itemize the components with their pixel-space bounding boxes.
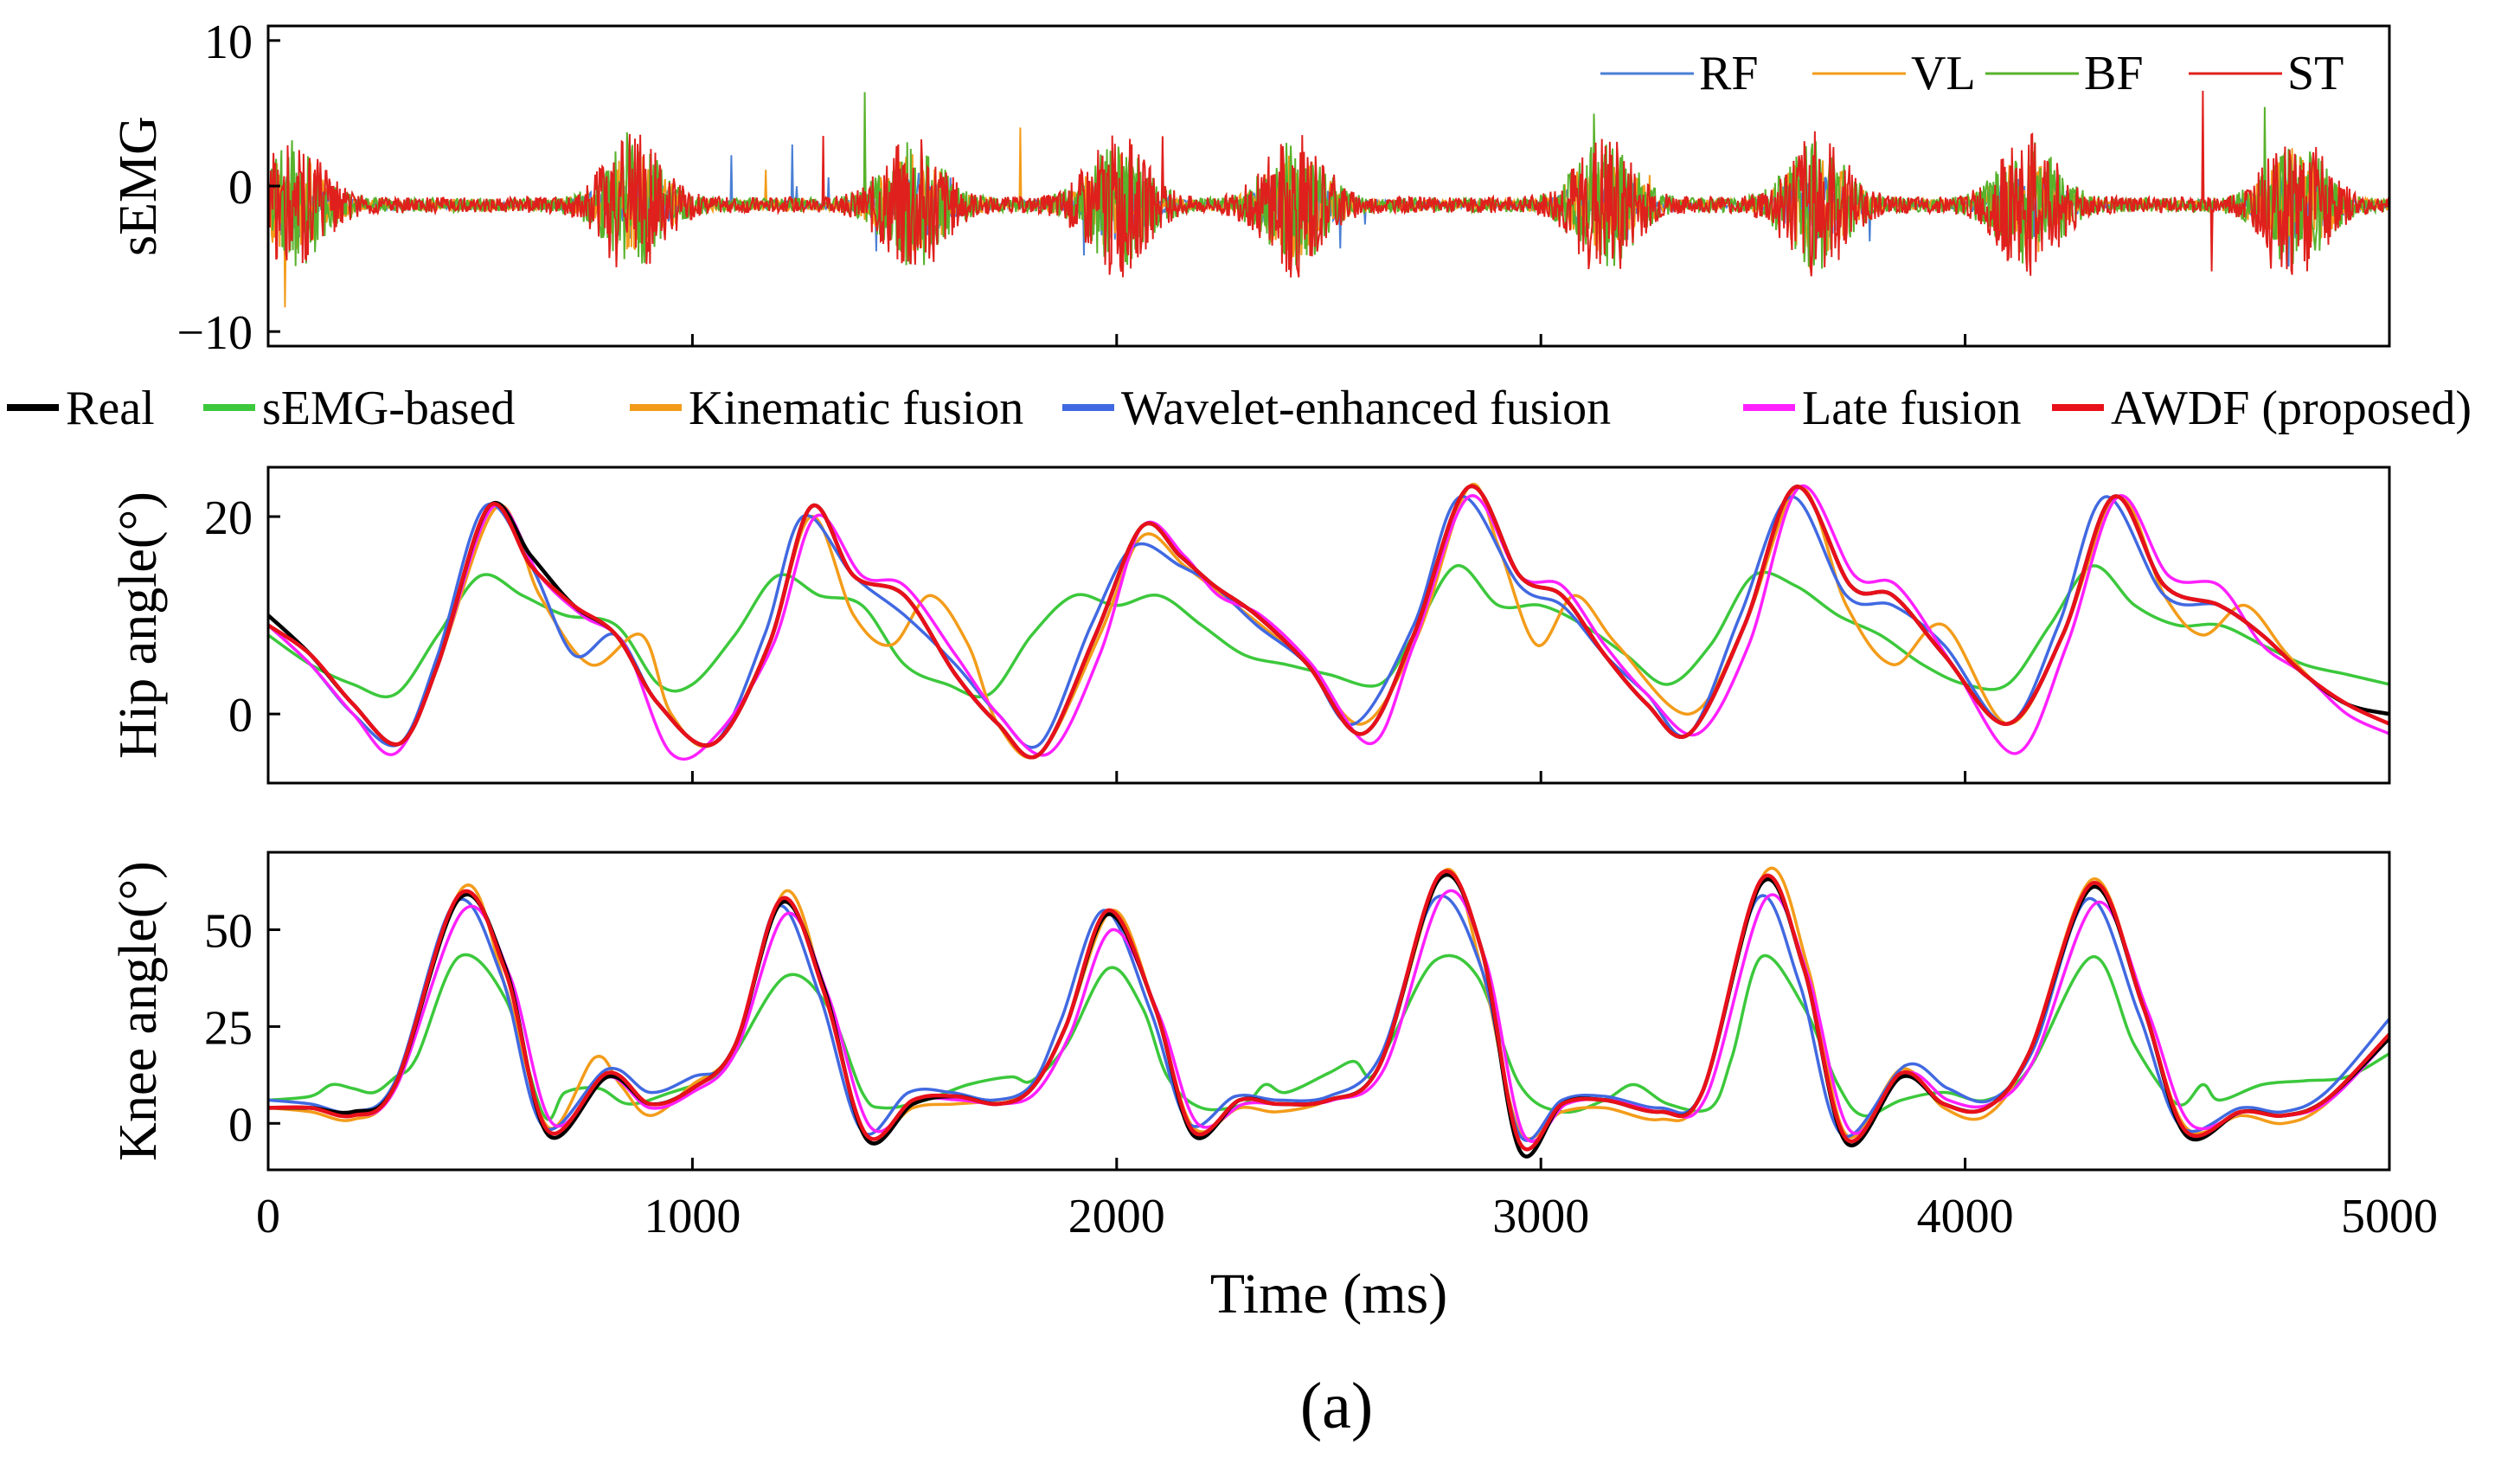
- knee-ytick-label: 25: [204, 1001, 253, 1055]
- semg-ytick-label: 0: [228, 161, 253, 215]
- semg-legend-label-vl: VL: [1911, 47, 1976, 100]
- semg-ylabel: sEMG: [109, 116, 168, 256]
- hip-series-awdf-proposed: [268, 484, 2389, 760]
- main-legend: Real sEMG-based Kinematic fusion Wavelet-en…: [7, 382, 2472, 435]
- legend-label-kinematic-fusion: Kinematic fusion: [689, 382, 1023, 435]
- knee-series-awdf-proposed: [268, 869, 2389, 1152]
- knee-xtick-label: 1000: [644, 1190, 741, 1243]
- hip-ytick-label: 0: [228, 689, 253, 742]
- figure-caption: (a): [1300, 1370, 1373, 1442]
- semg-panel: −10 0 10 sEMG RF VL BF ST: [109, 16, 2391, 360]
- knee-ylabel: Knee angle(°): [109, 861, 168, 1161]
- knee-xtick-label: 0: [256, 1190, 280, 1243]
- hip-angle-panel: 0 20 Hip angle(°): [109, 466, 2391, 785]
- legend-label-semg-based: sEMG-based: [262, 382, 515, 435]
- hip-series-real: [268, 484, 2389, 760]
- knee-series-wavelet-enhanced-fusion: [268, 894, 2389, 1142]
- knee-xtick-label: 3000: [1492, 1190, 1589, 1243]
- legend-label-late-fusion: Late fusion: [1802, 382, 2021, 435]
- knee-xlabel: Time (ms): [1210, 1262, 1447, 1326]
- hip-series-wavelet-enhanced-fusion: [268, 495, 2389, 749]
- knee-xtick-label: 5000: [2341, 1190, 2438, 1243]
- knee-ytick-label: 0: [228, 1098, 253, 1152]
- knee-axes-frame: [266, 851, 2391, 1172]
- legend-label-awdf-proposed: AWDF (proposed): [2111, 382, 2472, 435]
- semg-legend-label-bf: BF: [2084, 47, 2144, 100]
- semg-legend-label-st: ST: [2287, 47, 2344, 100]
- semg-legend-label-rf: RF: [1699, 47, 1759, 100]
- hip-ytick-label: 20: [204, 491, 253, 545]
- semg-ytick-label: −10: [176, 306, 253, 360]
- semg-ytick-label: 10: [204, 16, 253, 69]
- hip-series-late-fusion: [268, 484, 2389, 761]
- semg-series-st: [268, 90, 2389, 278]
- hip-series-kinematic-fusion: [268, 483, 2389, 760]
- knee-xtick-label: 2000: [1068, 1190, 1165, 1243]
- hip-axes-frame: [266, 466, 2391, 785]
- knee-angle-panel: 0 25 50 0 1000 2000 3000 4000 5000 Knee angle(°) T…: [109, 851, 2438, 1326]
- hip-ylabel: Hip angle(°): [109, 491, 168, 759]
- hip-series-semg-based: [268, 564, 2389, 699]
- knee-xtick-label: 4000: [1917, 1190, 2014, 1243]
- knee-ytick-label: 50: [204, 905, 253, 959]
- legend-label-real: Real: [66, 382, 155, 435]
- legend-label-wavelet-enhanced-fusion: Wavelet-enhanced fusion: [1121, 382, 1611, 435]
